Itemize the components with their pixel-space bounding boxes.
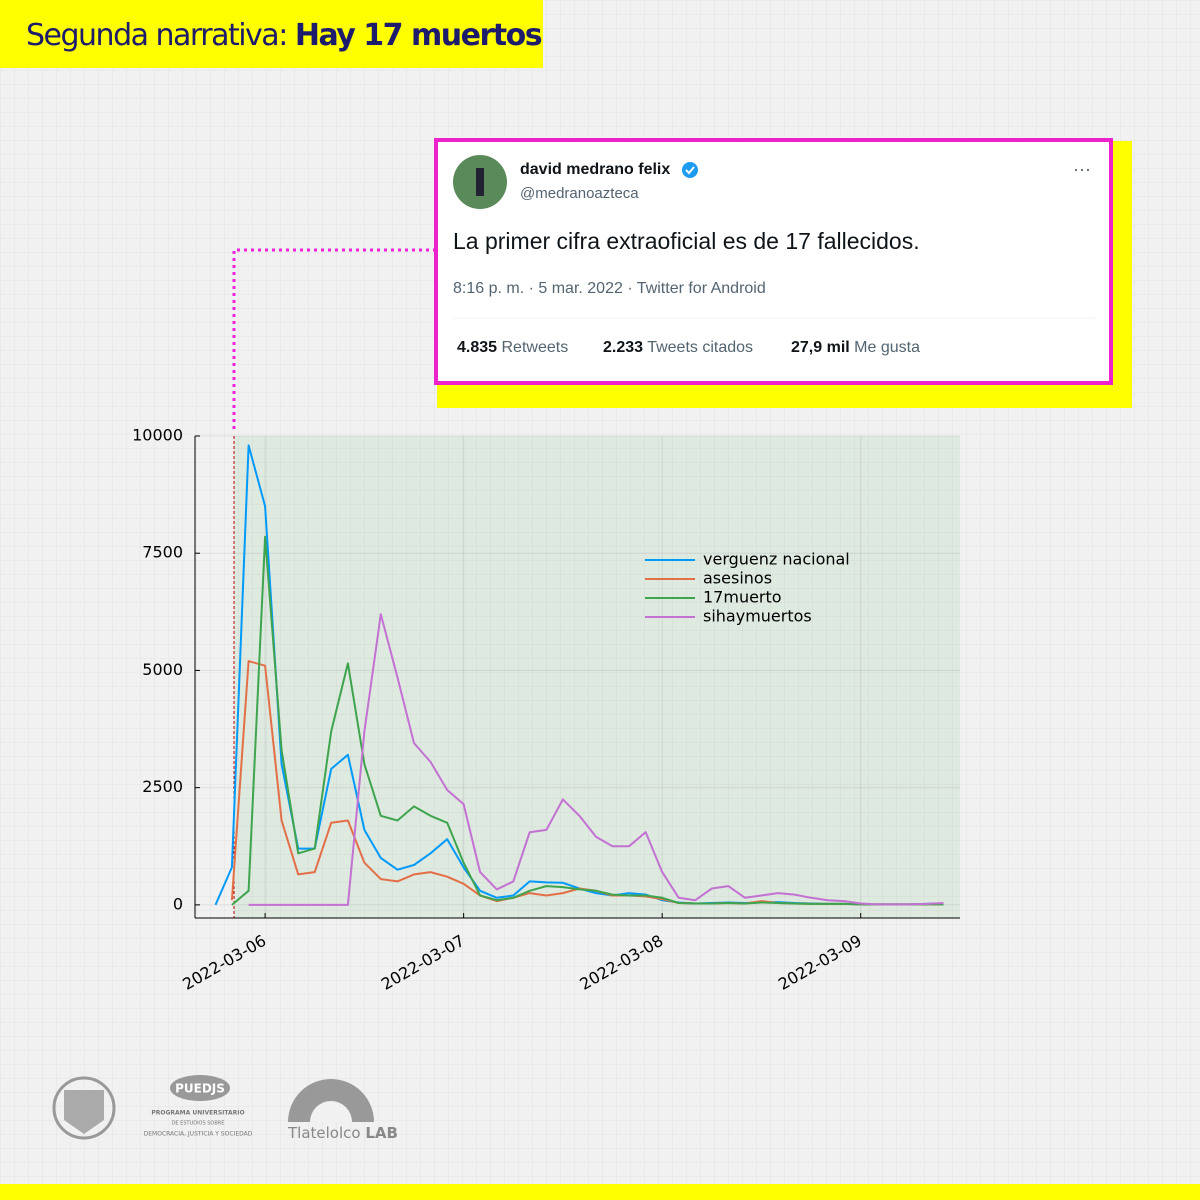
legend-label: sihaymuertos [703, 607, 812, 626]
header-plain: Segunda narrativa: [26, 18, 287, 53]
verified-check [685, 166, 695, 175]
stat-count: 2.233 [603, 339, 643, 356]
puedjs-line: DE ESTUDIOS SOBRE [172, 1121, 225, 1127]
lab-text: Tlatelolco LAB [287, 1124, 398, 1142]
tweet-stat: 2.233 Tweets citados [603, 339, 753, 356]
lab-mark [288, 1079, 374, 1122]
tweet-stat: 4.835 Retweets [457, 339, 568, 356]
tweet-text: La primer cifra extraoficial es de 17 fa… [453, 228, 920, 254]
tweet-meta: 8:16 p. m. · 5 mar. 2022 · Twitter for A… [453, 280, 766, 297]
tweet-name: david medrano felix [520, 161, 670, 178]
avatar-figure [476, 168, 484, 196]
more-button[interactable]: ··· [1073, 159, 1091, 179]
stat-count: 4.835 [457, 339, 497, 356]
footer-strip [0, 1184, 1200, 1200]
tweet-handle: @medranoazteca [520, 185, 639, 202]
tweet-stat: 27,9 mil Me gusta [791, 339, 920, 356]
stat-label: Me gusta [854, 339, 920, 356]
y-tick-label: 5000 [142, 660, 183, 679]
verified-badge [682, 162, 698, 178]
stat-label: Tweets citados [647, 339, 753, 356]
puedjs-line: PROGRAMA UNIVERSITARIO [151, 1110, 244, 1117]
stat-count: 27,9 mil [791, 339, 850, 356]
y-tick-label: 0 [173, 894, 183, 913]
legend-label: verguenz nacional [703, 550, 850, 569]
legend-label: asesinos [703, 569, 772, 588]
legend-label: 17muerto [703, 588, 782, 607]
y-tick-label: 2500 [142, 777, 183, 796]
lab-mark-inner [310, 1101, 352, 1122]
highlight-region [234, 436, 960, 918]
unam-seal [52, 1076, 116, 1140]
y-tick-label: 7500 [142, 543, 183, 562]
lab-name: Tlatelolco [287, 1124, 361, 1142]
header-box [0, 0, 543, 68]
header-title: Segunda narrativa: Hay 17 muertos [26, 18, 542, 53]
puedjs-mark [170, 1075, 230, 1101]
lab-suffix: LAB [365, 1124, 398, 1142]
series-line [248, 613, 944, 906]
y-tick-label: 10000 [132, 426, 183, 445]
connector [232, 248, 436, 432]
stat-label: Retweets [502, 339, 569, 356]
puedjs-line: DEMOCRACIA, JUSTICIA Y SOCIEDAD [144, 1131, 253, 1138]
unam-shield [64, 1090, 104, 1134]
tweet-card [434, 138, 1113, 385]
puedjs-text: PUEDJS [175, 1082, 225, 1096]
series-line [231, 535, 944, 906]
header-bold: Hay 17 muertos [295, 18, 542, 53]
